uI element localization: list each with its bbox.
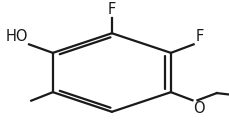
Text: F: F (107, 2, 115, 17)
Text: O: O (193, 101, 204, 116)
Text: F: F (195, 29, 203, 44)
Text: HO: HO (5, 29, 28, 44)
